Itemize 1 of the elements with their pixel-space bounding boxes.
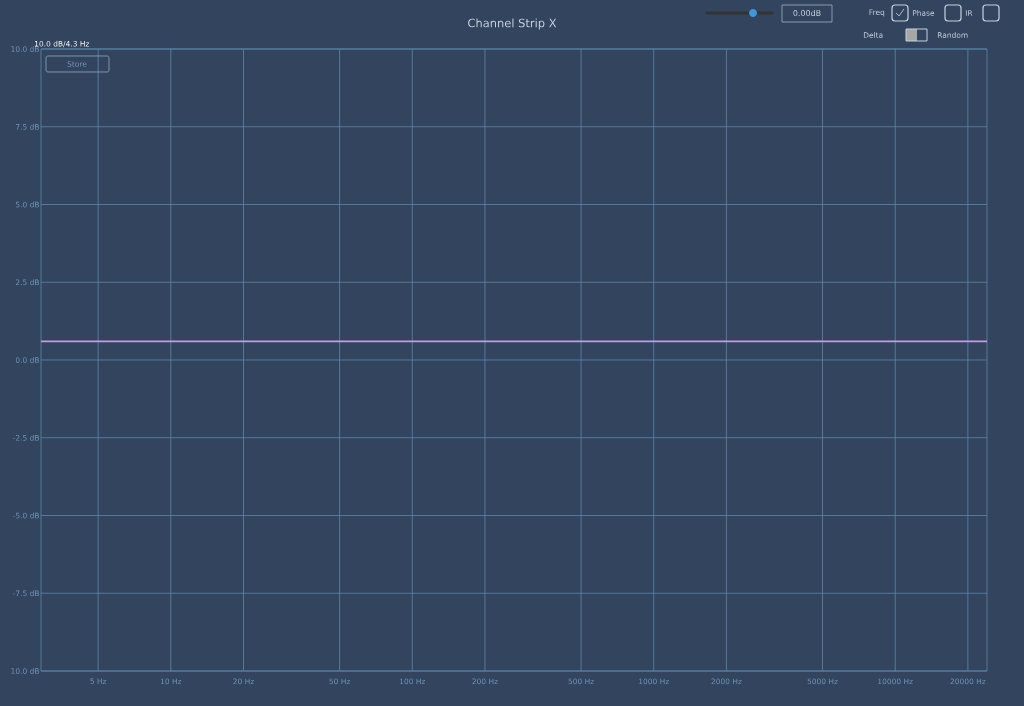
chart-title: Channel Strip X	[468, 18, 557, 30]
